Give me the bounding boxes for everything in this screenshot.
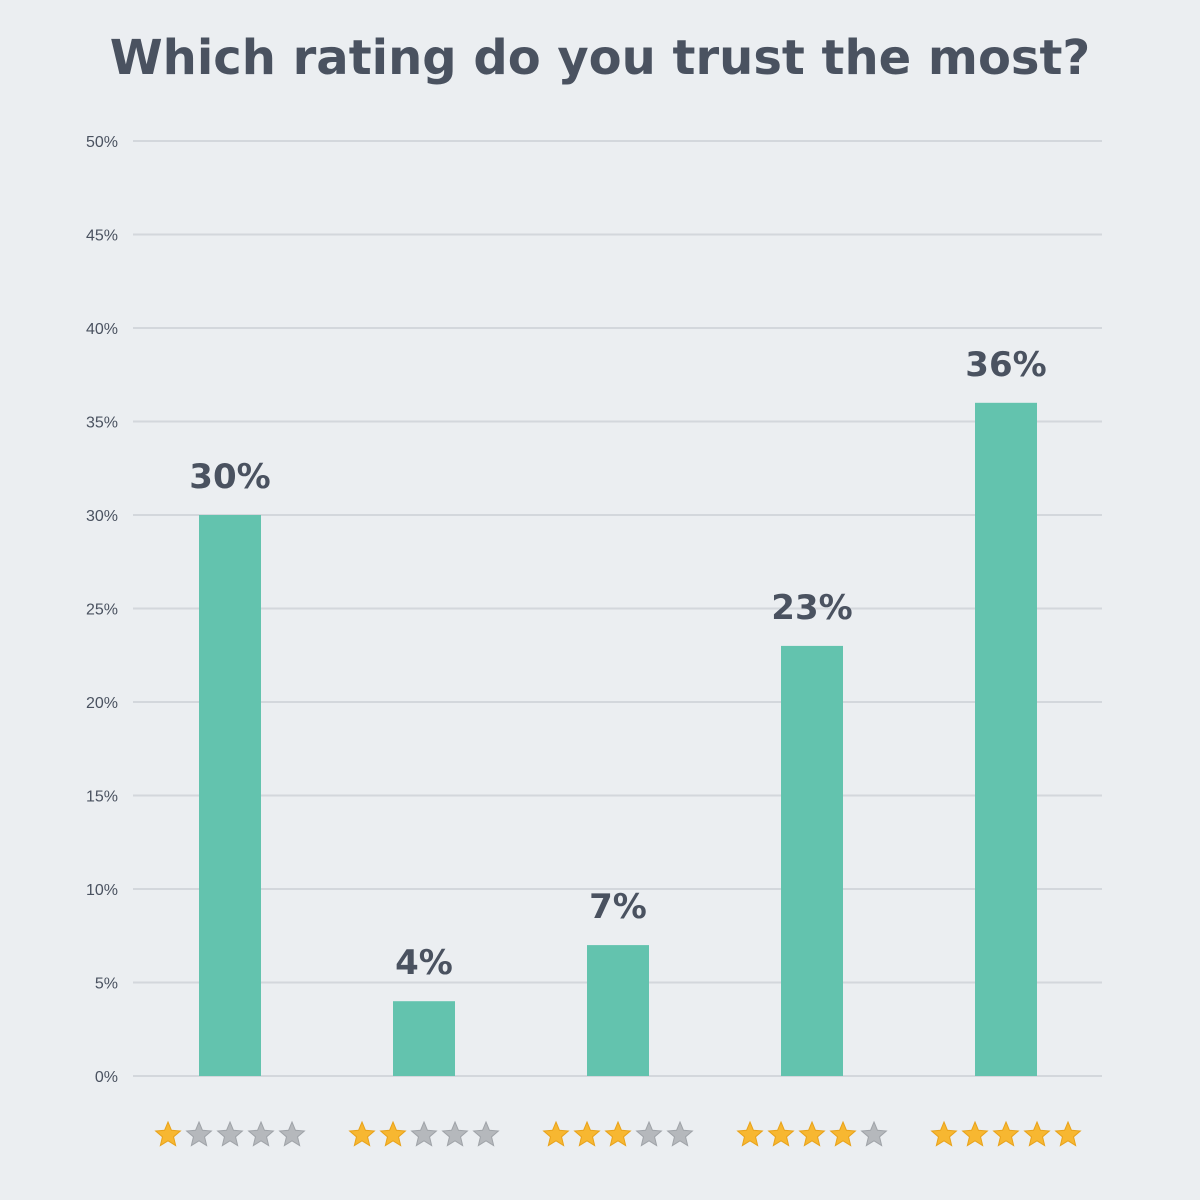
5-star-rating-icon xyxy=(930,1120,1082,1147)
data-label: 30% xyxy=(189,457,270,497)
star-empty-icon xyxy=(410,1120,438,1147)
y-tick-label: 50% xyxy=(86,134,118,151)
star-filled-icon xyxy=(1023,1120,1051,1147)
y-tick-label: 15% xyxy=(86,789,118,806)
y-tick-label: 30% xyxy=(86,508,118,525)
y-tick-label: 35% xyxy=(86,415,118,432)
star-empty-icon xyxy=(216,1120,244,1147)
star-empty-icon xyxy=(278,1120,306,1147)
star-filled-icon xyxy=(767,1120,795,1147)
y-tick-label: 40% xyxy=(86,321,118,338)
star-filled-icon xyxy=(542,1120,570,1147)
star-filled-icon xyxy=(348,1120,376,1147)
chart-title: Which rating do you trust the most? xyxy=(109,30,1091,86)
data-labels: 30% 4% 7% 23% 36% xyxy=(189,345,1046,983)
star-filled-icon xyxy=(829,1120,857,1147)
1-star-rating-icon xyxy=(154,1120,306,1147)
star-empty-icon xyxy=(666,1120,694,1147)
y-tick-label: 20% xyxy=(86,695,118,712)
star-empty-icon xyxy=(247,1120,275,1147)
data-label: 36% xyxy=(965,345,1046,385)
bar-2-star xyxy=(393,1001,455,1076)
grid-lines xyxy=(133,140,1102,1077)
star-filled-icon xyxy=(736,1120,764,1147)
y-axis-ticks: 0% 5% 10% 15% 20% 25% 30% 35% 40% 45% 50% xyxy=(86,134,118,1086)
2-star-rating-icon xyxy=(348,1120,500,1147)
star-empty-icon xyxy=(635,1120,663,1147)
x-axis-star-ratings xyxy=(154,1120,1082,1147)
data-label: 23% xyxy=(771,588,852,628)
bar-5-star xyxy=(975,402,1037,1076)
star-empty-icon xyxy=(472,1120,500,1147)
star-filled-icon xyxy=(154,1120,182,1147)
star-empty-icon xyxy=(860,1120,888,1147)
bar-4-star xyxy=(781,645,843,1076)
bar-1-star xyxy=(199,515,261,1076)
star-empty-icon xyxy=(441,1120,469,1147)
data-label: 7% xyxy=(589,887,647,927)
star-filled-icon xyxy=(573,1120,601,1147)
y-tick-label: 0% xyxy=(95,1069,118,1086)
4-star-rating-icon xyxy=(736,1120,888,1147)
star-filled-icon xyxy=(379,1120,407,1147)
bars xyxy=(199,402,1037,1076)
3-star-rating-icon xyxy=(542,1120,694,1147)
star-filled-icon xyxy=(961,1120,989,1147)
y-tick-label: 10% xyxy=(86,882,118,899)
y-tick-label: 25% xyxy=(86,602,118,619)
data-label: 4% xyxy=(395,943,453,983)
y-tick-label: 45% xyxy=(86,228,118,245)
star-filled-icon xyxy=(798,1120,826,1147)
star-filled-icon xyxy=(992,1120,1020,1147)
star-filled-icon xyxy=(604,1120,632,1147)
y-tick-label: 5% xyxy=(95,976,118,993)
star-filled-icon xyxy=(1054,1120,1082,1147)
star-filled-icon xyxy=(930,1120,958,1147)
star-empty-icon xyxy=(185,1120,213,1147)
bar-3-star xyxy=(587,945,649,1076)
